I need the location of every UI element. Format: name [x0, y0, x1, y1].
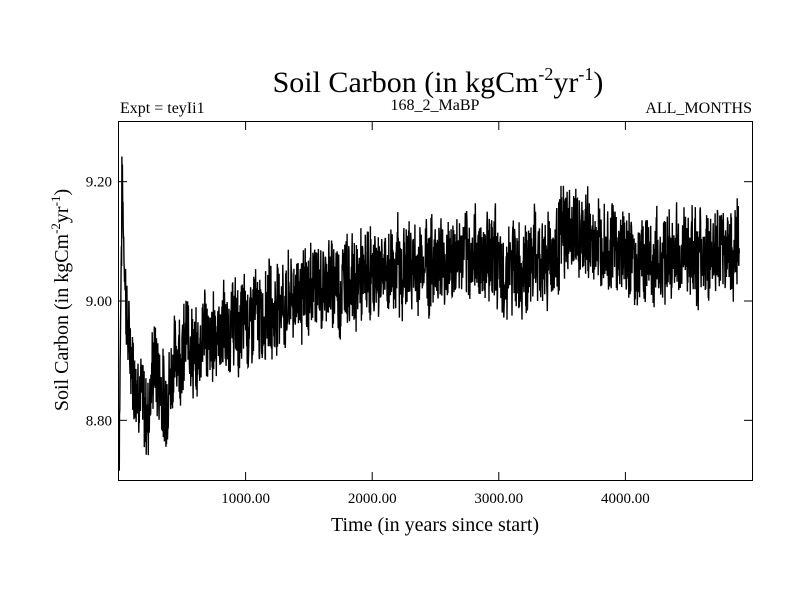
series-line-0 — [118, 156, 740, 471]
series-soil-carbon — [118, 156, 740, 471]
y-axis-label: Soil Carbon (in kgCm-2yr-1) — [48, 189, 73, 411]
x-tick-label: 3000.00 — [474, 491, 523, 507]
axis-ticks — [119, 122, 752, 480]
x-axis-tick-labels: 1000.00 2000.00 3000.00 4000.00 — [221, 491, 650, 507]
subtitle-months: ALL_MONTHS — [645, 100, 752, 117]
subtitle-experiment: Expt = teyIi1 — [120, 100, 205, 117]
plot-frame — [118, 121, 753, 481]
x-axis-label: Time (in years since start) — [331, 514, 539, 536]
plot-area — [118, 121, 753, 481]
subtitle-period: 168_2_MaBP — [391, 97, 480, 114]
x-tick-label: 4000.00 — [601, 491, 650, 507]
y-tick-label: 9.20 — [86, 175, 112, 191]
chart-title: Soil Carbon (in kgCm-2yr-1) — [273, 64, 604, 99]
x-tick-label: 2000.00 — [348, 491, 397, 507]
y-tick-label: 9.00 — [86, 294, 112, 310]
x-tick-label: 1000.00 — [221, 491, 270, 507]
y-axis-tick-labels: 8.80 9.00 9.20 — [86, 175, 112, 430]
y-tick-label: 8.80 — [86, 413, 112, 429]
